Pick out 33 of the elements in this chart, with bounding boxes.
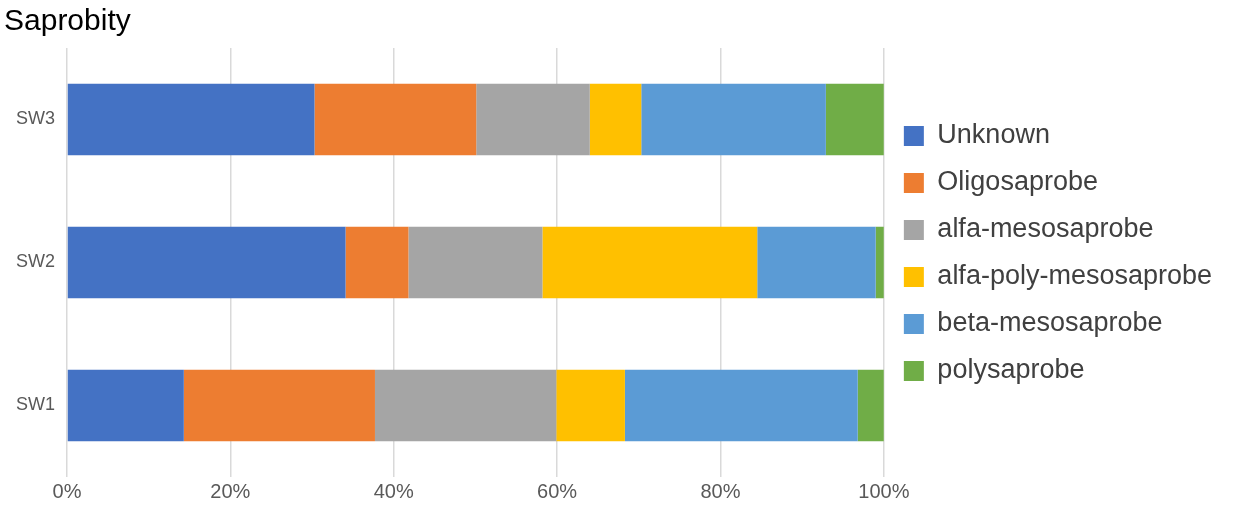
bar: [314, 83, 477, 156]
bar: [556, 369, 625, 442]
legend-label: alfa-mesosaprobe: [937, 213, 1154, 244]
bar: [476, 83, 590, 156]
bar: [589, 83, 642, 156]
bar: [67, 226, 346, 299]
bar: [374, 369, 557, 442]
bar: [825, 83, 884, 156]
y-tick-label: SW1: [15, 394, 56, 415]
legend-label: Oligosaprobe: [937, 166, 1098, 197]
x-tick-label: 0%: [52, 479, 82, 502]
bar: [542, 226, 758, 299]
x-tick-label: 20%: [210, 479, 251, 502]
legend-label: beta-mesosaprobe: [937, 307, 1163, 338]
bar: [183, 369, 375, 442]
legend-label: alfa-poly-mesosaprobe: [937, 260, 1212, 291]
bar: [857, 369, 884, 442]
chart-title: Saprobity: [4, 3, 131, 37]
legend-label: polysaprobe: [937, 354, 1085, 385]
bar: [67, 83, 315, 156]
x-tick-label: 60%: [537, 479, 578, 502]
y-tick-label: SW3: [15, 108, 56, 129]
x-tick-label: 40%: [373, 479, 414, 502]
y-tick-label: SW2: [15, 251, 56, 272]
bar: [757, 226, 876, 299]
x-tick-label: 80%: [700, 479, 741, 502]
legend-label: Unknown: [937, 119, 1050, 150]
bar: [345, 226, 409, 299]
bar: [67, 369, 184, 442]
bar: [408, 226, 543, 299]
bar: [641, 83, 826, 156]
bar: [624, 369, 858, 442]
x-tick-label: 100%: [858, 479, 910, 502]
